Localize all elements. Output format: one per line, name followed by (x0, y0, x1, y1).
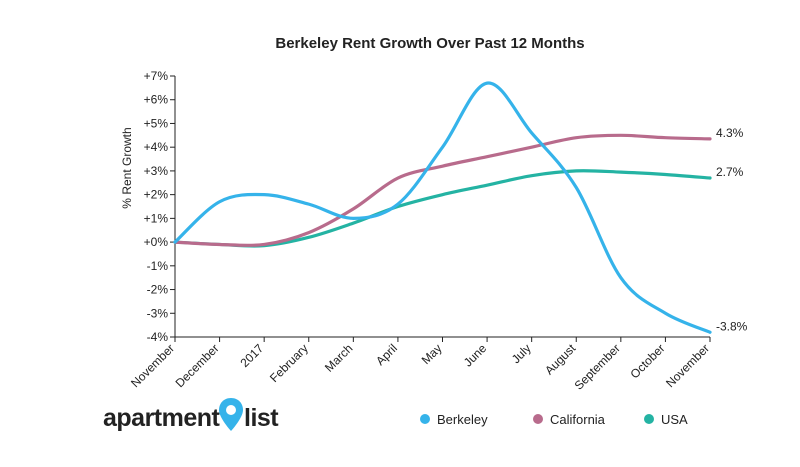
series-line-usa (173, 169, 712, 248)
legend: Berkeley California USA (420, 412, 688, 427)
x-tick-label: July (509, 341, 534, 366)
apartment-list-logo: apartment list (103, 398, 280, 432)
x-tick-label: April (373, 341, 400, 368)
y-axis-label: % Rent Growth (120, 127, 134, 208)
legend-label-usa: USA (661, 412, 688, 427)
chart-title: Berkeley Rent Growth Over Past 12 Months (275, 35, 584, 52)
x-tick-label: October (627, 341, 667, 381)
legend-marker-berkeley (420, 414, 430, 424)
legend-label-california: California (550, 412, 606, 427)
y-tick-label: +7% (144, 69, 169, 83)
y-tick-label: +2% (144, 188, 169, 202)
logo-text-apartment: apartment (103, 404, 221, 432)
y-tick-label: +5% (144, 116, 169, 130)
y-tick-label: +0% (144, 235, 169, 249)
x-tick-label: 2017 (238, 341, 267, 370)
x-tick-label: May (419, 341, 445, 367)
x-tick-label: March (322, 341, 355, 374)
legend-label-berkeley: Berkeley (437, 412, 488, 427)
y-tick-label: -4% (147, 330, 169, 344)
y-tick-label: +4% (144, 140, 169, 154)
series-lines (173, 81, 712, 334)
logo-text-list: list (244, 404, 279, 432)
end-label-california: 4.3% (716, 126, 744, 140)
series-line-berkeley (173, 81, 712, 334)
y-tick-label: +1% (144, 211, 169, 225)
series-line-california (173, 133, 712, 248)
y-tick-label: +3% (144, 164, 169, 178)
x-tick-label: August (542, 341, 579, 378)
legend-marker-california (533, 414, 543, 424)
end-label-usa: 2.7% (716, 165, 744, 179)
location-pin-icon (219, 398, 243, 431)
axes (170, 75, 711, 342)
x-tick-label: September (572, 341, 623, 392)
x-tick-label: November (128, 341, 177, 390)
x-tick-label: December (173, 341, 222, 390)
x-tick-label: June (461, 341, 490, 370)
y-tick-label: -3% (147, 306, 169, 320)
y-tick-labels: +7% +6% +5% +4% +3% +2% +1% +0% -1% -2% -3% -4% (144, 69, 169, 344)
end-labels: -3.8% 4.3% 2.7% (716, 126, 748, 333)
x-tick-label: February (267, 341, 311, 385)
x-tick-label: November (663, 341, 712, 390)
legend-marker-usa (644, 414, 654, 424)
y-tick-label: -1% (147, 259, 169, 273)
y-tick-label: -2% (147, 283, 169, 297)
y-tick-label: +6% (144, 93, 169, 107)
end-label-berkeley: -3.8% (716, 319, 748, 333)
